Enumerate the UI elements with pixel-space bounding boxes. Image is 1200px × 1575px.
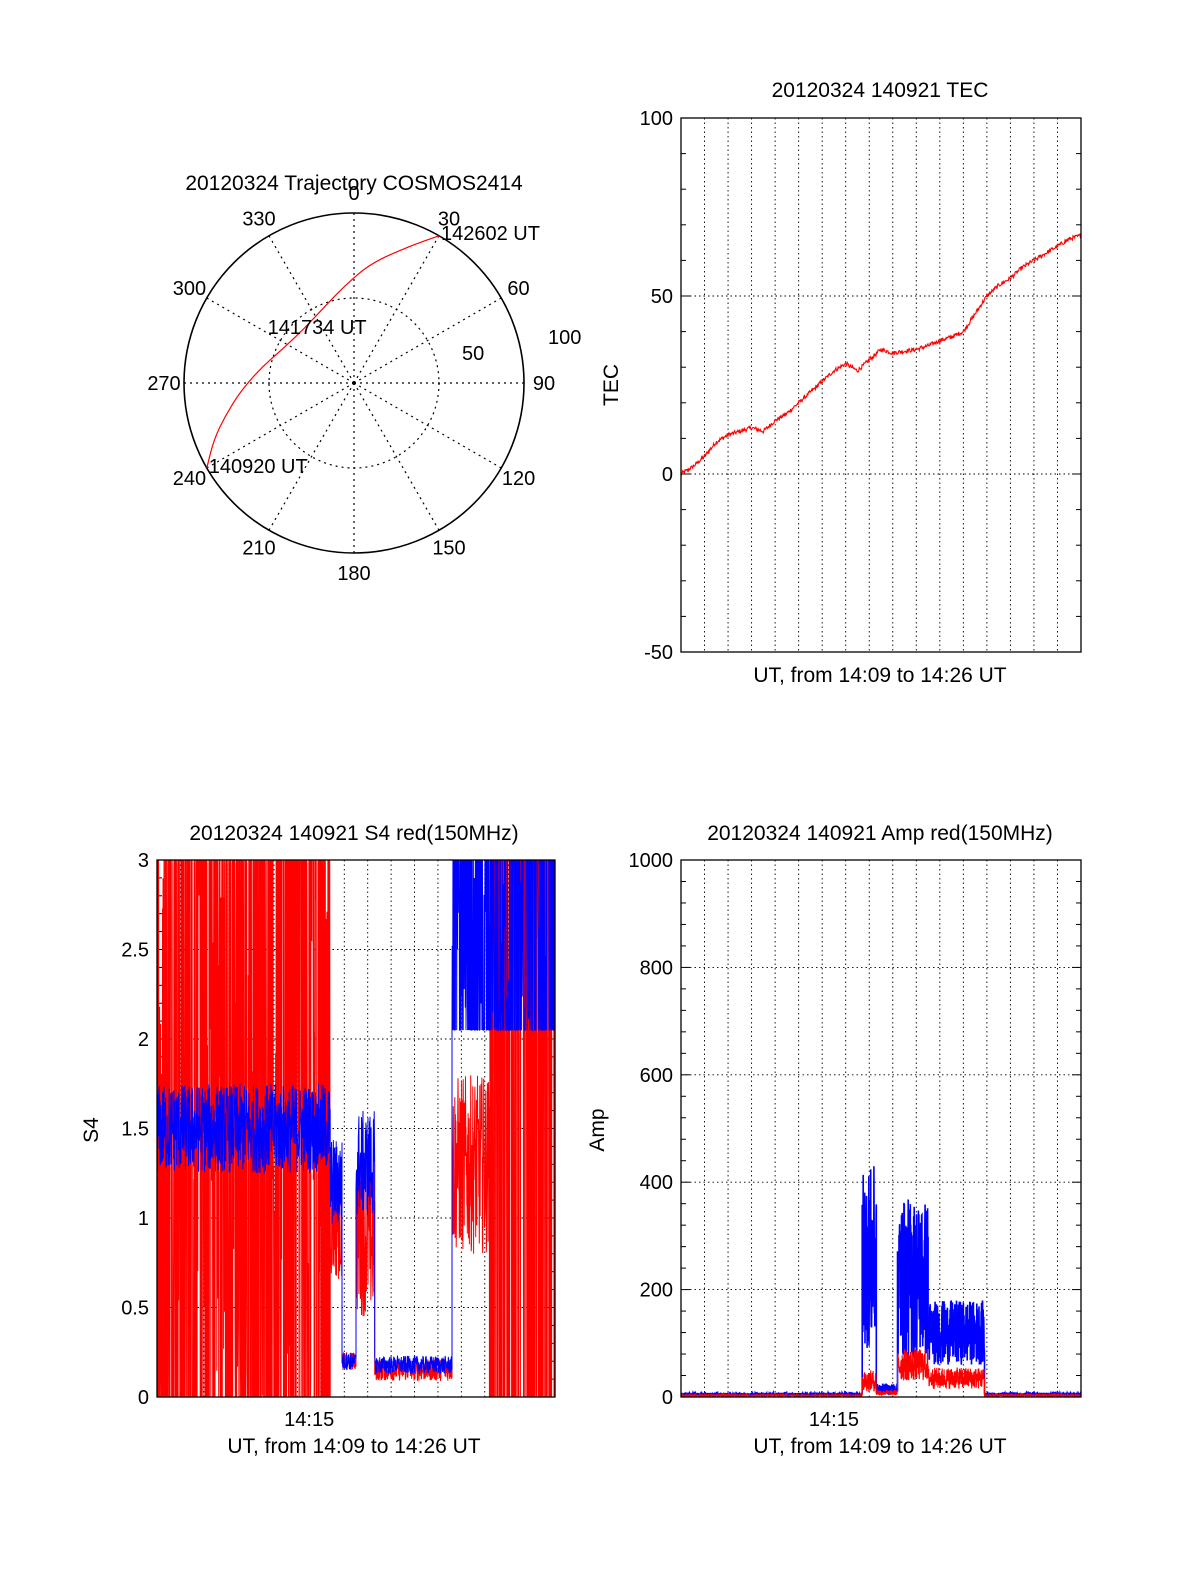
- y-tick-label: 800: [640, 957, 673, 979]
- azimuth-label: 270: [147, 373, 180, 395]
- y-tick-label: 1: [138, 1208, 149, 1230]
- tec-series-line: [680, 232, 1082, 477]
- plot-frame: [680, 859, 1082, 1398]
- y-tick-label: 0.5: [121, 1298, 149, 1320]
- trajectory-time-label: 142602 UT: [441, 223, 540, 245]
- elevation-label: 100: [548, 327, 581, 349]
- y-tick-label: 100: [640, 108, 673, 130]
- polar-spoke: [206, 382, 355, 469]
- azimuth-label: 330: [242, 208, 275, 230]
- azimuth-label: 0: [348, 183, 359, 205]
- azimuth-label: 90: [533, 373, 555, 395]
- polar-spoke: [268, 235, 355, 384]
- plot-frame: [156, 859, 556, 1398]
- azimuth-label: 30: [438, 208, 460, 230]
- trajectory-polar-panel: 20120324 Trajectory COSMOS2414 0 30 60 90 12…: [147, 172, 581, 585]
- x-tick-label: 14:15: [809, 1409, 859, 1431]
- azimuth-label: 210: [242, 538, 275, 560]
- amp-ylabel: Amp: [586, 1108, 609, 1151]
- elevation-label: 50: [462, 343, 484, 365]
- azimuth-label: 180: [337, 563, 370, 585]
- s4-series-layer: [157, 860, 555, 1397]
- y-tick-label: 0: [662, 464, 673, 486]
- y-tick-label: 0: [662, 1387, 673, 1409]
- y-tick-label: 1.5: [121, 1119, 149, 1141]
- y-tick-label: 2.5: [121, 940, 149, 962]
- y-tick-label: 3: [138, 850, 149, 872]
- s4-chart-panel: 20120324 140921 S4 red(150MHz) UT, from …: [80, 822, 556, 1458]
- s4-series-blue: [157, 860, 555, 1375]
- y-tick-label: -50: [644, 642, 673, 664]
- azimuth-label: 120: [502, 468, 535, 490]
- y-tick-label: 1000: [629, 850, 674, 872]
- y-tick-label: 400: [640, 1172, 673, 1194]
- azimuth-label: 300: [173, 278, 206, 300]
- y-tick-label: 50: [651, 286, 673, 308]
- trajectory-time-label: 140920 UT: [209, 456, 308, 478]
- tec-title: 20120324 140921 TEC: [772, 79, 989, 102]
- amp-xlabel: UT, from 14:09 to 14:26 UT: [753, 1435, 1006, 1458]
- amp-series-layer: [681, 1166, 1081, 1397]
- azimuth-label: 150: [432, 538, 465, 560]
- x-tick-label: 14:15: [284, 1409, 334, 1431]
- tec-xlabel: UT, from 14:09 to 14:26 UT: [753, 664, 1006, 687]
- polar-spoke: [353, 297, 502, 384]
- y-tick-label: 600: [640, 1065, 673, 1087]
- trajectory-time-label: 141734 UT: [268, 317, 367, 339]
- polar-spoke: [353, 382, 502, 469]
- plot-frame: [680, 117, 1082, 653]
- trajectory-path: [206, 235, 440, 469]
- tec-ylabel: TEC: [600, 364, 623, 406]
- amp-title: 20120324 140921 Amp red(150MHz): [707, 822, 1053, 845]
- s4-ylabel: S4: [80, 1117, 103, 1143]
- s4-xlabel: UT, from 14:09 to 14:26 UT: [227, 1435, 480, 1458]
- tec-chart-panel: 20120324 140921 TEC UT, from 14:09 to 14…: [600, 79, 1082, 687]
- s4-title: 20120324 140921 S4 red(150MHz): [189, 822, 518, 845]
- azimuth-label: 240: [173, 468, 206, 490]
- trajectory-title: 20120324 Trajectory COSMOS2414: [185, 172, 523, 195]
- polar-spoke: [206, 297, 355, 384]
- amp-series-blue: [681, 1166, 1081, 1397]
- y-tick-label: 2: [138, 1029, 149, 1051]
- y-tick-label: 200: [640, 1280, 673, 1302]
- polar-spoke: [353, 235, 440, 384]
- polar-spoke: [353, 382, 440, 531]
- amp-series-red: [681, 1348, 1081, 1397]
- amp-chart-panel: 20120324 140921 Amp red(150MHz) UT, from…: [586, 822, 1082, 1458]
- polar-spoke: [268, 382, 355, 531]
- azimuth-label: 60: [507, 278, 529, 300]
- y-tick-label: 0: [138, 1387, 149, 1409]
